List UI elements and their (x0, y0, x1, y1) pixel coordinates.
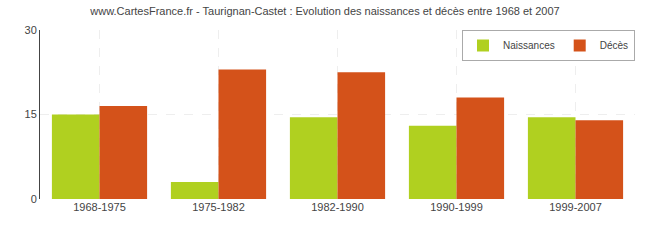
svg-text:1975-1982: 1975-1982 (192, 201, 245, 213)
svg-text:0: 0 (31, 193, 37, 205)
svg-text:15: 15 (25, 108, 37, 120)
svg-text:www.CartesFrance.fr - Taurigna: www.CartesFrance.fr - Taurignan-Castet :… (89, 5, 559, 17)
svg-text:Naissances: Naissances (503, 40, 555, 51)
svg-text:30: 30 (25, 24, 37, 36)
svg-text:1968-1975: 1968-1975 (73, 201, 126, 213)
svg-text:1990-1999: 1990-1999 (430, 201, 483, 213)
svg-text:1999-2007: 1999-2007 (549, 201, 602, 213)
svg-text:1982-1990: 1982-1990 (311, 201, 364, 213)
svg-text:Décès: Décès (600, 40, 628, 51)
